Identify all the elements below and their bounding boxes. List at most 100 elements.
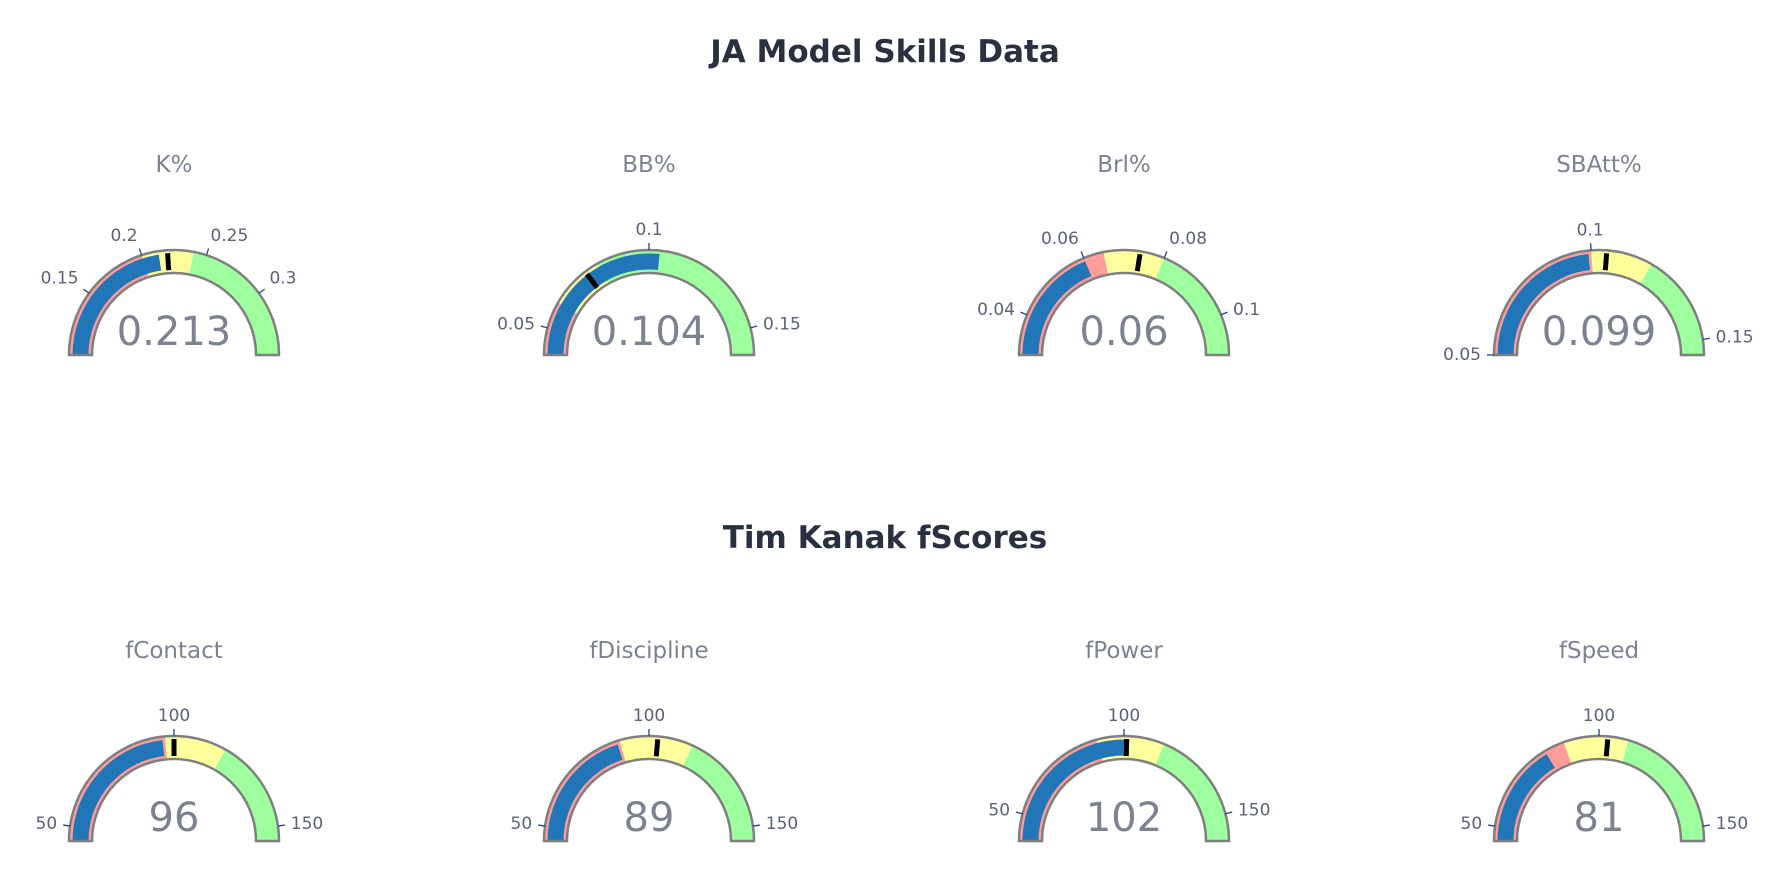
gauge-band-high	[1155, 257, 1229, 355]
gauge-value-bar	[1022, 261, 1092, 355]
gauge-tick	[538, 824, 546, 827]
gauge-value-number: 0.06	[1079, 309, 1168, 355]
gauge-title: fSpeed	[1559, 638, 1639, 664]
gauge-outline	[67, 248, 281, 357]
section-title-skills: JA Model Skills Data	[710, 34, 1060, 70]
gauge-k-pct: K% 0.15 0.2 0.25 0.3 0.213	[41, 152, 297, 357]
gauge-title: K%	[156, 152, 193, 178]
gauge-tick	[83, 288, 90, 294]
gauge-tick	[750, 325, 758, 329]
gauge-tick	[138, 248, 143, 256]
gauge-tick-label: 0.08	[1169, 229, 1207, 249]
gauge-tick-label: 150	[766, 814, 798, 834]
gauge-tick	[258, 288, 265, 294]
gauge-tick-label: 0.15	[41, 269, 79, 289]
gauge-tick-label: 0.15	[1716, 327, 1754, 347]
gauge-tick	[1020, 311, 1028, 316]
gauge-outline	[1492, 734, 1706, 843]
gauge-tick-label: 0.05	[497, 314, 535, 334]
gauge-tick-label: 50	[988, 800, 1010, 820]
gauge-band-high	[1155, 743, 1229, 841]
gauge-band-high	[214, 749, 279, 841]
gauge-tick-label: 0.25	[210, 226, 248, 246]
gauge-value-bar	[1497, 254, 1591, 355]
gauge-value-bar	[1022, 739, 1130, 841]
gauge-tick	[1080, 251, 1085, 259]
gauge-tick	[1015, 811, 1023, 815]
gauge-tick-label: 100	[633, 706, 665, 726]
gauge-tick-label: 100	[1583, 706, 1615, 726]
gauge-tick-label: 50	[1461, 814, 1483, 834]
gauge-band-high	[596, 250, 754, 355]
gauge-tick-label: 0.1	[1577, 220, 1604, 240]
gauge-value-bar	[547, 744, 623, 841]
gauge-tick	[540, 325, 548, 329]
gauge-outline	[67, 734, 281, 843]
gauge-tick-label: 150	[1238, 800, 1270, 820]
gauge-tick-label: 0.2	[110, 226, 137, 246]
gauge-bb-pct: BB% 0.05 0.1 0.15 0.104	[497, 152, 801, 357]
gauge-fspeed: fSpeed 50 100 150 81	[1461, 638, 1748, 843]
gauge-value-bar	[547, 253, 660, 355]
gauge-band-high	[683, 745, 754, 841]
gauge-outline	[542, 248, 756, 357]
gauge-tick	[1702, 337, 1710, 340]
gauge-fdiscipline: fDiscipline 50 100 150 89	[511, 638, 798, 843]
gauge-value-number: 96	[149, 795, 200, 841]
gauge-value-bar	[72, 740, 165, 841]
gauge-fcontact: fContact 50 100 150 96	[36, 638, 323, 843]
gauge-threshold-marker	[1134, 253, 1143, 272]
gauge-title: fDiscipline	[589, 638, 708, 664]
gauge-threshold-marker	[1602, 253, 1610, 271]
gauge-tick-label: 0.15	[763, 314, 801, 334]
gauge-tick	[1488, 824, 1496, 827]
gauge-band-high	[1622, 740, 1704, 841]
gauge-tick	[752, 824, 760, 827]
gauge-tick-label: 0.1	[1233, 300, 1260, 320]
gauge-tick	[63, 824, 71, 827]
gauge-title: fContact	[125, 638, 223, 664]
gauge-value-number: 89	[624, 795, 675, 841]
gauge-threshold-marker	[1603, 739, 1611, 757]
gauge-tick	[1225, 811, 1233, 815]
gauge-threshold-marker	[584, 272, 600, 290]
gauge-title: SBAtt%	[1556, 152, 1642, 178]
gauge-tick-label: 0.3	[269, 269, 296, 289]
gauge-tick	[1702, 824, 1710, 827]
gauge-value-number: 0.104	[592, 309, 707, 355]
gauge-outline	[1017, 248, 1231, 357]
gauge-threshold-marker	[165, 253, 172, 271]
gauge-tick-label: 150	[1716, 814, 1748, 834]
gauge-tick-label: 0.06	[1041, 229, 1079, 249]
gauge-outline	[1017, 734, 1231, 843]
gauge-band-low	[69, 736, 167, 841]
gauge-tick-label: 100	[1108, 706, 1140, 726]
section-title-fscores: Tim Kanak fScores	[722, 520, 1048, 556]
gauge-value-bar	[1497, 754, 1555, 841]
gauge-tick-label: 150	[291, 814, 323, 834]
gauge-tick	[1163, 251, 1168, 259]
gauge-tick	[1220, 311, 1228, 316]
gauge-value-number: 102	[1086, 795, 1162, 841]
gauge-title: fPower	[1085, 638, 1163, 664]
gauge-brl-pct: Brl% 0.04 0.06 0.08 0.1 0.06	[977, 152, 1260, 357]
gauge-tick-label: 100	[158, 706, 190, 726]
gauge-fpower: fPower 50 100 150 102	[988, 638, 1270, 843]
gauge-value-number: 81	[1574, 795, 1625, 841]
gauge-band-mid	[1591, 250, 1652, 284]
gauge-title: Brl%	[1097, 152, 1150, 178]
gauge-tick-label: 0.05	[1443, 345, 1481, 365]
gauge-tick-label: 0.04	[977, 300, 1015, 320]
gauge-tick	[205, 248, 210, 256]
gauge-value-number: 0.099	[1542, 309, 1657, 355]
gauge-value-number: 0.213	[117, 309, 232, 355]
gauge-outline	[542, 734, 756, 843]
gauge-tick-label: 0.1	[635, 220, 662, 240]
gauge-value-bar	[72, 254, 162, 355]
gauge-band-mid	[1563, 736, 1629, 764]
gauge-band-high	[1640, 264, 1704, 355]
gauge-tick-label: 50	[36, 814, 58, 834]
gauge-tick	[1589, 243, 1592, 251]
gauge-title: BB%	[622, 152, 675, 178]
gauge-threshold-marker	[653, 739, 661, 757]
